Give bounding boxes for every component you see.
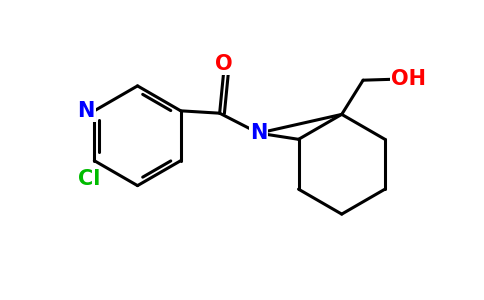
Text: N: N xyxy=(77,101,94,121)
Text: O: O xyxy=(214,54,232,74)
Text: Cl: Cl xyxy=(78,169,101,189)
Text: N: N xyxy=(250,123,267,143)
Text: OH: OH xyxy=(391,69,426,89)
